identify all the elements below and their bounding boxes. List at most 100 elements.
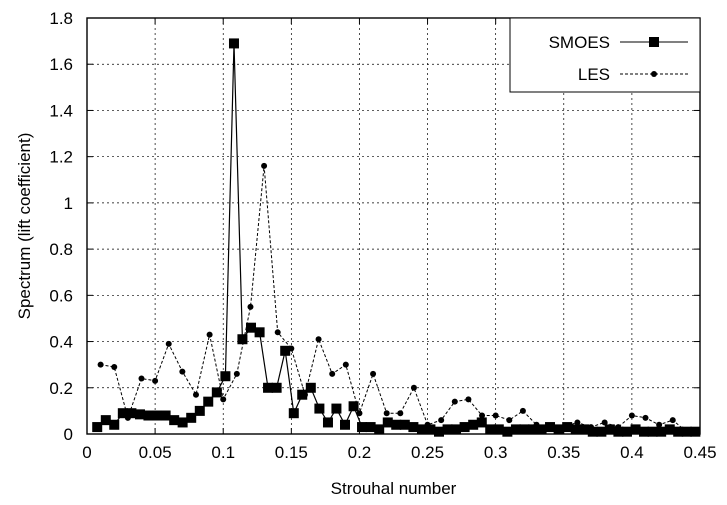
data-point-smoes [425,424,436,435]
data-point-smoes [126,408,137,419]
series-smoes [92,38,701,437]
data-point-smoes [211,387,222,398]
data-point-smoes [357,422,368,433]
x-tick-label: 0.25 [411,443,444,462]
data-point-smoes [433,426,444,437]
data-point-smoes [305,382,316,393]
data-point-smoes [186,412,197,423]
y-tick-label: 0.4 [49,333,73,352]
data-point-les [669,417,676,424]
data-point-les [97,361,104,368]
data-point-smoes [442,424,453,435]
data-point-smoes [314,403,325,414]
data-point-smoes [476,417,487,428]
data-point-les [124,414,131,421]
y-tick-label: 1.6 [49,55,73,74]
data-point-smoes [374,424,385,435]
data-point-smoes [502,426,513,437]
data-point-les [192,391,199,398]
y-tick-label: 0 [64,425,73,444]
data-point-smoes [100,415,111,426]
data-point-les [383,410,390,417]
x-tick-label: 0.2 [348,443,372,462]
y-axis-label: Spectrum (lift coefficient) [15,133,34,320]
data-point-les [274,329,281,336]
data-point-smoes [510,424,521,435]
data-point-smoes [143,410,154,421]
data-point-smoes [322,417,333,428]
data-point-smoes [459,422,470,433]
data-point-les [288,345,295,352]
data-point-les [642,414,649,421]
data-point-les [683,428,690,435]
data-point-les [329,370,336,377]
y-axis-ticks: 0 0.2 0.4 0.6 0.8 1 1.2 1.4 1.6 1.8 [49,9,700,444]
legend-box [509,17,701,93]
x-axis-ticks: 0 0.05 0.1 0.15 0.2 0.25 0.3 0.35 0.4 0.45 [82,18,717,462]
x-tick-label: 0.45 [683,443,716,462]
data-point-smoes [579,424,590,435]
data-point-les [506,417,513,424]
legend-sample-les [620,71,688,77]
series-line-les [100,165,687,433]
legend-marker-les [651,71,657,77]
data-point-smoes [92,422,103,433]
data-point-smoes [263,382,274,393]
data-point-les [588,424,595,431]
series-layer [92,38,701,437]
data-point-les [206,331,213,338]
plot-frame [86,17,701,435]
x-tick-label: 0.3 [484,443,508,462]
data-point-les [601,419,608,426]
data-point-les [247,303,254,310]
legend: SMOES LES [509,17,701,93]
data-point-smoes [331,403,342,414]
data-point-les [560,424,567,431]
data-point-les [370,370,377,377]
data-point-smoes [109,419,120,430]
data-point-les [410,384,417,391]
data-point-smoes [639,426,650,437]
data-point-smoes [246,322,257,333]
data-point-smoes [527,424,538,435]
series-les [97,162,690,435]
data-point-smoes [254,327,265,338]
data-point-les [261,162,268,169]
data-point-smoes [416,424,427,435]
data-point-smoes [647,426,658,437]
y-tick-label: 1.8 [49,9,73,28]
data-point-smoes [160,410,171,421]
data-point-les [533,421,540,428]
data-point-smoes [664,424,675,435]
data-point-smoes [399,419,410,430]
data-point-les [397,410,404,417]
data-point-smoes [553,424,564,435]
data-point-les [424,421,431,428]
x-tick-label: 0.1 [211,443,235,462]
data-point-les [438,417,445,424]
data-point-smoes [194,405,205,416]
data-point-les [138,375,145,382]
x-tick-label: 0.15 [275,443,308,462]
data-point-les [615,424,622,431]
grid [87,18,700,434]
x-tick-label: 0.35 [547,443,580,462]
data-point-les [179,368,186,375]
data-point-smoes [587,426,598,437]
y-tick-label: 0.2 [49,379,73,398]
data-point-smoes [220,371,231,382]
data-point-smoes [596,426,607,437]
x-tick-label: 0.05 [139,443,172,462]
data-point-smoes [169,415,180,426]
data-point-les [519,407,526,414]
data-point-les [628,412,635,419]
data-point-smoes [519,424,530,435]
legend-marker-smoes [649,37,659,47]
data-point-les [492,412,499,419]
data-point-smoes [451,424,462,435]
data-point-les [574,419,581,426]
data-point-les [451,398,458,405]
legend-sample-smoes [620,37,688,47]
